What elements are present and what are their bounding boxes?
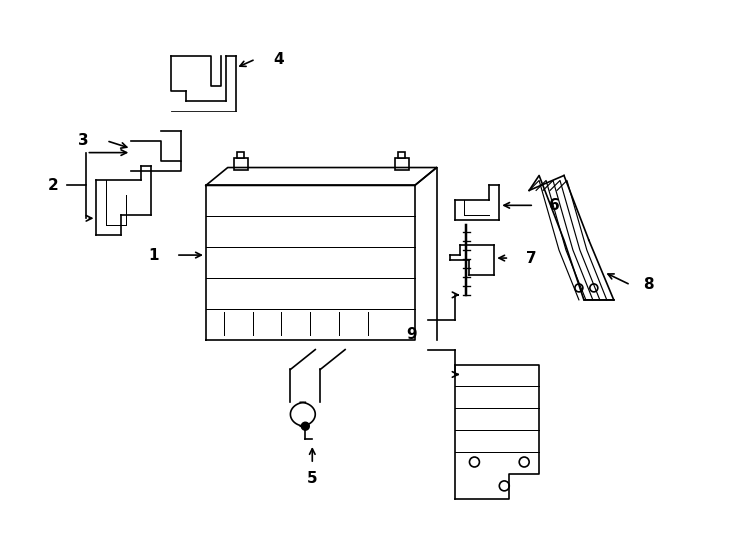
Bar <box>399 152 405 158</box>
Text: 6: 6 <box>548 198 559 213</box>
Text: 4: 4 <box>273 52 284 66</box>
Text: 9: 9 <box>407 327 417 342</box>
Text: 3: 3 <box>78 133 89 148</box>
Circle shape <box>302 422 309 430</box>
Text: 8: 8 <box>643 278 654 293</box>
Bar <box>237 152 244 158</box>
Text: 5: 5 <box>307 471 318 487</box>
Text: 7: 7 <box>526 251 537 266</box>
Text: 1: 1 <box>148 247 159 262</box>
Bar <box>233 158 247 170</box>
Text: 2: 2 <box>48 178 59 193</box>
Bar <box>395 158 409 170</box>
